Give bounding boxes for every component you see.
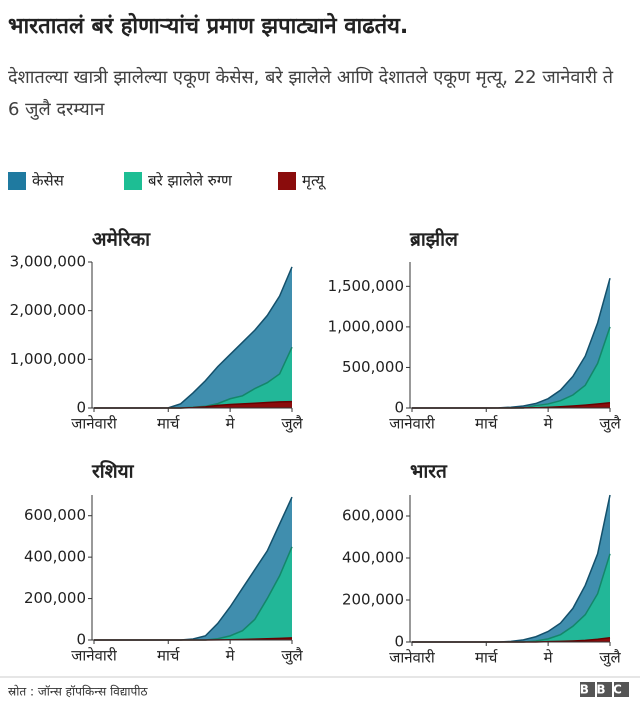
y-tick-label: 3,000,000 [10,253,86,271]
x-tick-label: जुलै [599,649,621,668]
x-tick-label: मार्च [157,415,180,433]
x-tick-label: मे [544,415,554,433]
y-tick-label: 200,000 [24,589,86,607]
x-tick-label: मार्च [475,649,498,667]
panel-title: भारत [410,461,448,483]
y-tick-label: 600,000 [24,506,86,524]
legend-label: मृत्यू [302,172,326,191]
y-tick-label: 600,000 [342,507,404,525]
panel-title: रशिया [91,460,135,483]
y-tick-label: 200,000 [342,591,404,609]
logo-box [597,682,612,697]
legend-swatch [124,172,142,190]
logo: BBC [580,683,630,697]
title: भारतातलं बरं होणाऱ्यांचं प्रमाण झपाट्यान… [8,14,409,39]
y-tick-label: 500,000 [342,358,404,376]
legend-label: केसेस [32,172,65,190]
x-tick-label: जानेवारी [71,647,118,665]
x-tick-label: मे [544,649,554,667]
y-tick-label: 1,000,000 [328,317,404,335]
y-tick-label: 1,000,000 [10,350,86,368]
area [94,401,292,408]
legend-swatch [278,172,296,190]
panel-title: अमेरिका [92,228,151,251]
x-tick-label: मे [226,647,236,665]
area [94,546,292,640]
panel-title: ब्राझील [409,228,459,251]
y-tick-label: 0 [394,399,404,417]
x-tick-label: जानेवारी [71,415,118,433]
area [412,326,610,408]
legend-label: बरे झालेले रुग्ण [148,172,233,190]
y-tick-label: 2,000,000 [10,301,86,319]
logo-box [580,682,595,697]
subtitle: देशातल्या खात्री झालेल्या एकूण केसेस, बर… [8,67,614,120]
x-tick-label: जानेवारी [389,415,436,433]
y-tick-label: 0 [76,399,86,417]
x-tick-label: जुलै [599,415,621,434]
source: स्रोत : जॉन्स हॉपकिन्स विद्यापीठ [8,685,148,699]
x-tick-label: मार्च [157,647,180,665]
area [94,497,292,640]
x-tick-label: मार्च [475,415,498,433]
x-tick-label: जानेवारी [389,649,436,667]
area [94,266,292,408]
y-tick-label: 400,000 [342,549,404,567]
y-tick-label: 0 [76,631,86,649]
y-tick-label: 1,500,000 [328,277,404,295]
area [412,402,610,408]
legend-swatch [8,172,26,190]
area [412,553,610,642]
logo-box [614,682,629,697]
y-tick-label: 400,000 [24,548,86,566]
x-tick-label: जुलै [281,647,303,666]
x-tick-label: मे [226,415,236,433]
y-tick-label: 0 [394,633,404,651]
x-tick-label: जुलै [281,415,303,434]
